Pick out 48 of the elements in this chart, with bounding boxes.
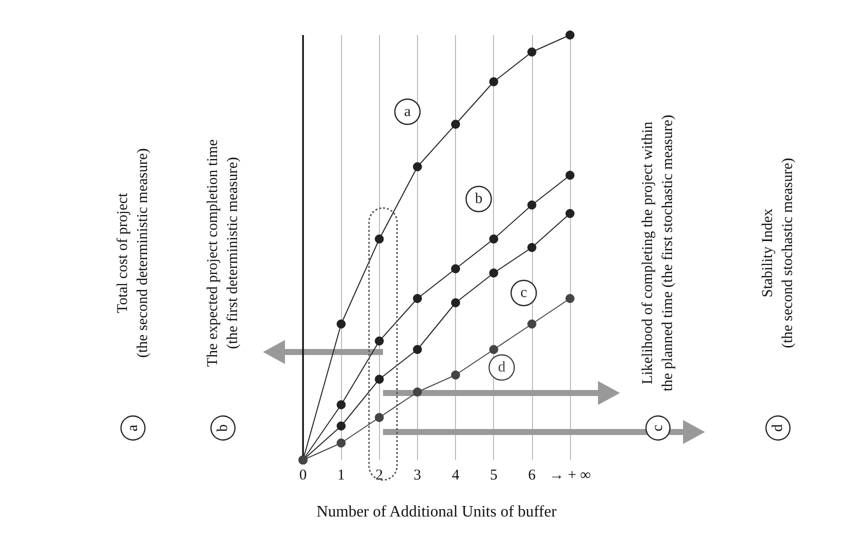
point: [527, 48, 536, 56]
text: Likelihood of completing the project within the planned time (the first stochastic measure): [640, 114, 676, 392]
point: [336, 438, 346, 448]
point: [566, 170, 574, 180]
point: [527, 200, 536, 210]
series-label: c: [520, 285, 528, 301]
text: a: [404, 104, 412, 120]
text: d: [770, 424, 786, 432]
x-tick-label: 4: [452, 468, 460, 484]
point: [527, 243, 536, 252]
point: [451, 264, 460, 274]
text: a: [125, 424, 141, 432]
text: The expected project completion time (the first deterministic measure): [205, 138, 241, 367]
text: b: [215, 424, 231, 432]
point: [412, 388, 422, 396]
x-tick-label: 6: [528, 468, 536, 484]
point: [336, 320, 346, 328]
point: [336, 422, 346, 430]
x-axis-title: Number of Additional Units of buffer: [316, 504, 558, 520]
x-tick-label: 3: [414, 468, 422, 484]
point: [412, 162, 422, 172]
point: [566, 209, 574, 218]
x-tick-label: → + ∞: [549, 468, 592, 484]
point: [451, 370, 460, 380]
point: [412, 294, 422, 303]
point: [566, 294, 574, 303]
series-label: d: [498, 360, 506, 376]
point: [451, 298, 460, 308]
point: [374, 374, 384, 384]
x-tick-label: 5: [490, 468, 498, 484]
point: [374, 234, 384, 244]
text: Total cost of project (the second deterministic measure): [115, 148, 151, 358]
text: Stability Index (the second stochastic measure): [760, 158, 796, 348]
point: [412, 345, 422, 354]
point: [489, 345, 498, 354]
point: [527, 320, 536, 328]
point: [374, 336, 384, 346]
point: [374, 413, 384, 422]
point: [489, 77, 498, 86]
x-tick-label: 1: [337, 468, 345, 484]
point: [489, 234, 498, 244]
point: [451, 120, 460, 129]
point: [566, 30, 574, 40]
x-tick-label: 0: [299, 468, 307, 484]
point: [489, 268, 498, 278]
point: [336, 400, 346, 410]
text: c: [650, 424, 666, 432]
series-label: b: [474, 191, 482, 207]
